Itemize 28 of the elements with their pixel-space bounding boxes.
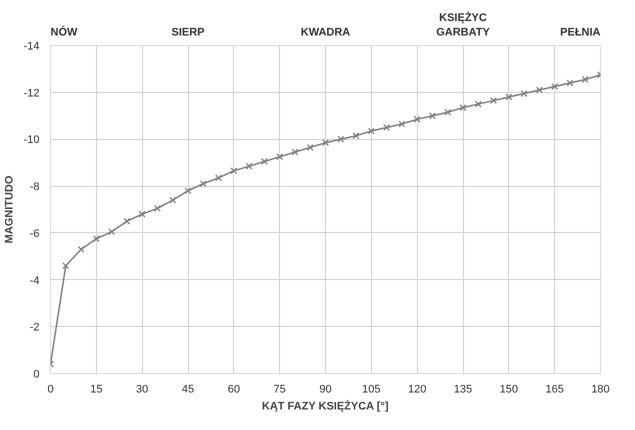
y-tick-label: 0 (33, 368, 40, 380)
y-tick-label: -6 (30, 228, 40, 240)
y-tick-label: -10 (24, 134, 40, 146)
text: NÓW (50, 26, 78, 38)
y-tick-label: -2 (30, 322, 40, 334)
text: KWADRA (300, 26, 350, 38)
x-tick-label: 180 (591, 384, 610, 396)
y-tick-label: -14 (24, 40, 40, 52)
x-tick-label: 45 (182, 384, 194, 396)
x-tick-label: 30 (136, 384, 148, 396)
y-axis-title: MAGNITUDO (4, 175, 16, 244)
x-tick-label: 135 (454, 384, 472, 396)
text: SIERP (171, 26, 205, 38)
x-tick-label: 60 (228, 384, 240, 396)
y-tick-label: -12 (24, 87, 40, 100)
x-tick-label: 0 (47, 384, 54, 396)
x-tick-label: 120 (408, 384, 426, 396)
x-tick-label: 165 (545, 384, 564, 396)
x-tick-label: 75 (274, 384, 286, 396)
x-tick-label: 150 (500, 384, 518, 396)
y-tick-label: -8 (30, 181, 40, 194)
x-tick-label: 105 (362, 384, 381, 396)
x-tick-label: 90 (319, 384, 332, 396)
x-axis-title: KĄT FAZY KSIĘŻYCA [°] (262, 400, 389, 412)
y-tick-label: -4 (30, 274, 40, 287)
x-tick-label: 15 (90, 384, 102, 396)
text: PEŁNIA (560, 26, 601, 38)
text: KSIĘŻYC GARBATY (436, 11, 490, 38)
